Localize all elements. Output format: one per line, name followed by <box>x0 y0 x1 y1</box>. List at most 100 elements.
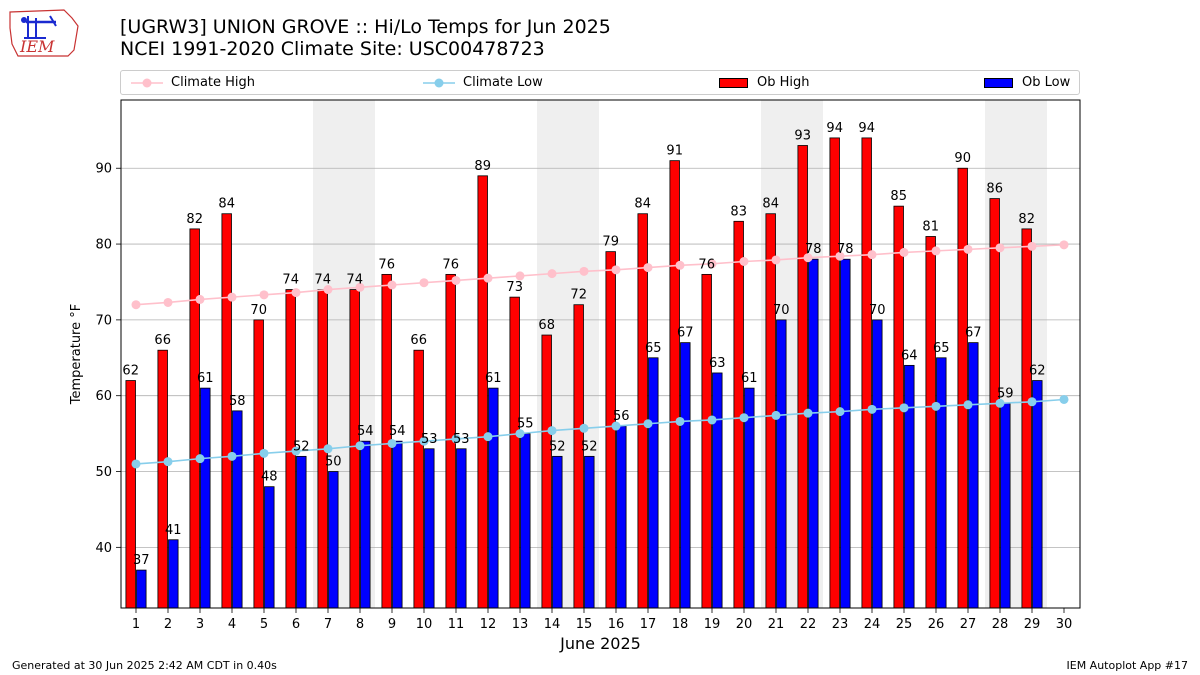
ob-high-label: 66 <box>410 333 427 348</box>
ob-low-bar <box>776 319 787 609</box>
ob-low-bar <box>1000 402 1011 609</box>
ob-low-label: 37 <box>133 553 150 568</box>
ob-low-bar <box>456 448 467 609</box>
y-tick-label: 60 <box>95 389 112 404</box>
climate-high-point <box>483 273 493 283</box>
x-tick-label: 30 <box>1056 617 1073 632</box>
climate-low-point <box>707 415 717 425</box>
x-tick-label: 17 <box>640 617 657 632</box>
climate-high-point <box>771 255 781 265</box>
x-tick-label: 5 <box>260 617 268 632</box>
climate-low-point <box>835 407 845 417</box>
ob-high-bar <box>573 304 584 609</box>
ob-high-bar <box>701 273 712 609</box>
climate-low-point <box>675 416 685 426</box>
ob-low-label: 67 <box>677 326 694 341</box>
climate-high-point <box>451 275 461 285</box>
climate-low-point <box>1027 397 1037 407</box>
x-tick-label: 25 <box>896 617 913 632</box>
y-tick-label: 80 <box>95 238 112 253</box>
y-axis-label: Temperature °F <box>69 304 84 405</box>
ob-low-bar <box>392 440 403 609</box>
x-tick-label: 29 <box>1024 617 1041 632</box>
chart-subtitle: NCEI 1991-2020 Climate Site: USC00478723 <box>120 38 545 60</box>
ob-low-bar <box>296 455 307 609</box>
ob-high-label: 73 <box>506 280 523 295</box>
ob-low-label: 54 <box>357 424 374 439</box>
climate-low-point <box>931 401 941 411</box>
ob-low-label: 41 <box>165 523 182 538</box>
climate-low-point <box>1059 394 1069 404</box>
climate-low-point <box>643 419 653 429</box>
ob-high-bar <box>1021 228 1032 609</box>
ob-low-label: 61 <box>741 371 758 386</box>
legend-label: Climate Low <box>463 75 543 90</box>
ob-low-label: 56 <box>613 409 630 424</box>
ob-low-label: 78 <box>837 242 854 257</box>
logo-text: IEM <box>19 37 55 56</box>
ob-high-bar <box>541 334 552 609</box>
ob-low-bar <box>424 448 435 609</box>
y-tick-label: 90 <box>95 162 112 177</box>
climate-high-point <box>835 251 845 261</box>
ob-high-label: 86 <box>986 182 1003 197</box>
ob-low-bar <box>520 433 531 609</box>
climate-high-point <box>515 271 525 281</box>
ob-low-label: 67 <box>965 326 982 341</box>
ob-high-label: 74 <box>314 273 331 288</box>
ob-high-label: 74 <box>282 273 299 288</box>
climate-low-point <box>867 404 877 414</box>
ob-low-label: 58 <box>229 394 246 409</box>
climate-low-point <box>195 454 205 464</box>
ob-high-bar <box>189 228 200 609</box>
climate-high-point <box>931 246 941 256</box>
ob-high-label: 94 <box>826 121 843 136</box>
ob-high-label: 70 <box>250 303 267 318</box>
ob-low-label: 70 <box>773 303 790 318</box>
ob-high-label: 74 <box>346 273 363 288</box>
ob-low-label: 53 <box>453 432 470 447</box>
climate-high-point <box>675 260 685 270</box>
ob-high-bar <box>765 213 776 609</box>
climate-low-point <box>131 459 141 469</box>
ob-low-label: 52 <box>293 439 310 454</box>
y-tick-label: 40 <box>95 541 112 556</box>
ob-low-label: 52 <box>549 439 566 454</box>
x-tick-label: 3 <box>196 617 204 632</box>
climate-low-point <box>451 434 461 444</box>
climate-high-point <box>867 250 877 260</box>
ob-high-bar <box>797 145 808 609</box>
chart-title: [UGRW3] UNION GROVE :: Hi/Lo Temps for J… <box>120 16 611 38</box>
legend-label: Ob High <box>757 75 810 90</box>
ob-low-label: 61 <box>485 371 502 386</box>
ob-high-label: 93 <box>794 128 811 143</box>
ob-low-bar <box>680 342 691 609</box>
ob-high-bar <box>957 167 968 609</box>
ob-low-label: 53 <box>421 432 438 447</box>
ob-high-bar <box>509 296 520 609</box>
x-tick-label: 21 <box>768 617 785 632</box>
ob-low-bar <box>872 319 883 609</box>
ob-high-label: 62 <box>122 364 139 379</box>
climate-high-point <box>259 290 269 300</box>
x-tick-label: 18 <box>672 617 689 632</box>
ob-high-label: 76 <box>378 257 395 272</box>
climate-low-point <box>483 432 493 442</box>
ob-high-label: 66 <box>154 333 171 348</box>
climate-high-point <box>131 300 141 310</box>
legend-bar-swatch-icon <box>719 77 748 88</box>
x-tick-label: 6 <box>292 617 300 632</box>
ob-high-bar <box>157 349 168 609</box>
ob-high-label: 91 <box>666 144 683 159</box>
x-tick-label: 19 <box>704 617 721 632</box>
climate-low-point <box>163 457 173 467</box>
climate-high-point <box>355 282 365 292</box>
ob-low-label: 52 <box>581 439 598 454</box>
plot-frame <box>120 99 1081 609</box>
ob-high-label: 85 <box>890 189 907 204</box>
x-tick-label: 4 <box>228 617 236 632</box>
ob-low-bar <box>584 455 595 609</box>
x-tick-label: 2 <box>164 617 172 632</box>
ob-low-bar <box>264 486 275 609</box>
